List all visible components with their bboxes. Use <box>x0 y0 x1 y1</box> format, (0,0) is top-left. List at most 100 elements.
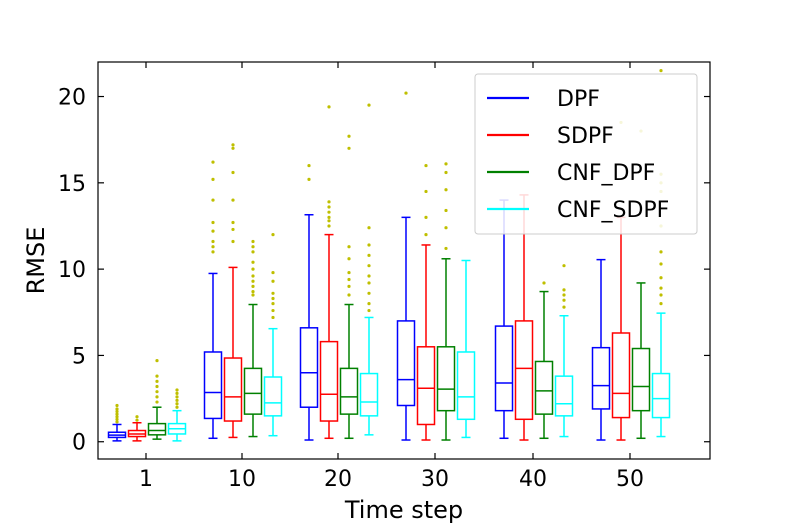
outlier-point <box>175 405 179 409</box>
y-tick-label: 15 <box>58 172 86 197</box>
box-iqr <box>514 320 534 421</box>
box-iqr <box>147 422 167 436</box>
outlier-point <box>347 270 351 275</box>
outlier-point <box>251 284 255 288</box>
box-iqr <box>243 367 263 415</box>
outlier-point <box>659 250 663 254</box>
outlier-point <box>251 274 255 278</box>
outlier-point <box>562 305 566 309</box>
outlier-point <box>271 270 275 275</box>
outlier-point <box>175 402 179 406</box>
outlier-point <box>659 286 663 290</box>
outlier-point <box>404 91 408 95</box>
box-iqr <box>494 325 514 412</box>
x-tick-label: 30 <box>421 467 449 492</box>
outlier-point <box>327 205 331 209</box>
box-iqr <box>534 360 554 415</box>
box-DPF-40 <box>494 199 514 440</box>
plot-area <box>107 69 671 442</box>
outlier-point <box>271 308 275 313</box>
box-iqr <box>299 327 319 408</box>
outlier-point <box>347 257 351 261</box>
box-DPF-10 <box>203 160 223 440</box>
box-SDPF-1 <box>127 415 147 442</box>
outlier-point <box>135 415 139 419</box>
outlier-point <box>155 374 159 378</box>
outlier-point <box>251 245 255 249</box>
outlier-point <box>211 198 215 202</box>
outlier-point <box>347 284 351 288</box>
axes-frame <box>97 61 711 460</box>
box-DPF-1 <box>107 403 127 442</box>
outlier-point <box>211 220 215 225</box>
box-iqr <box>416 346 436 426</box>
outlier-point <box>155 390 159 394</box>
outlier-point <box>367 281 371 285</box>
outlier-point <box>211 177 215 181</box>
outlier-point <box>424 215 428 219</box>
outlier-point <box>251 293 255 297</box>
outlier-point <box>271 296 275 301</box>
outlier-point <box>271 315 275 320</box>
outlier-point <box>115 420 119 424</box>
outlier-point <box>251 267 255 271</box>
box-SDPF-30 <box>416 163 436 441</box>
box-iqr <box>359 372 379 417</box>
outlier-point <box>135 418 139 422</box>
box-CNF_SDPF-10 <box>263 233 283 437</box>
box-CNF_SDPF-40 <box>554 264 574 438</box>
outlier-point <box>444 162 448 166</box>
outlier-point <box>347 245 351 249</box>
y-tick-label: 20 <box>58 86 86 111</box>
outlier-point <box>444 170 448 175</box>
outlier-point <box>542 281 546 285</box>
box-iqr <box>396 320 416 407</box>
box-DPF-20 <box>299 163 319 441</box>
outlier-point <box>659 302 663 306</box>
outlier-point <box>271 279 275 283</box>
outlier-point <box>444 226 448 230</box>
outlier-point <box>367 291 371 295</box>
x-tick-label: 10 <box>228 467 256 492</box>
outlier-point <box>155 379 159 383</box>
outlier-point <box>231 227 235 232</box>
box-DPF-30 <box>396 91 416 441</box>
outlier-point <box>211 229 215 233</box>
outlier-point <box>347 293 351 297</box>
legend-label: CNF_DPF <box>557 161 655 186</box>
y-axis-label: RMSE <box>22 227 50 295</box>
box-CNF_DPF-1 <box>147 359 167 440</box>
x-tick-label: 1 <box>139 467 153 492</box>
outlier-point <box>115 403 119 408</box>
box-iqr <box>611 332 631 419</box>
box-CNF_DPF-20 <box>339 134 359 440</box>
outlier-point <box>367 308 371 313</box>
outlier-point <box>211 160 215 164</box>
box-CNF_DPF-30 <box>436 162 456 441</box>
outlier-point <box>367 103 371 107</box>
outlier-point <box>155 359 159 363</box>
outlier-point <box>367 274 371 278</box>
outlier-point <box>562 288 566 292</box>
outlier-point <box>659 69 663 73</box>
outlier-point <box>211 239 215 244</box>
x-axis-label: Time step <box>344 496 463 524</box>
x-tick-label: 20 <box>324 467 352 492</box>
y-tick-label: 0 <box>72 431 86 456</box>
box-iqr <box>223 357 243 422</box>
outlier-point <box>175 398 179 402</box>
outlier-point <box>367 264 371 268</box>
outlier-point <box>562 298 566 302</box>
legend-label: SDPF <box>557 124 614 149</box>
outlier-point <box>367 226 371 230</box>
outlier-point <box>307 177 311 181</box>
box-SDPF-20 <box>319 105 339 440</box>
outlier-point <box>211 250 215 254</box>
box-iqr <box>631 347 651 412</box>
outlier-point <box>231 146 235 150</box>
outlier-point <box>444 188 448 192</box>
y-tick-label: 10 <box>58 258 86 283</box>
outlier-point <box>155 395 159 399</box>
box-SDPF-10 <box>223 143 243 439</box>
